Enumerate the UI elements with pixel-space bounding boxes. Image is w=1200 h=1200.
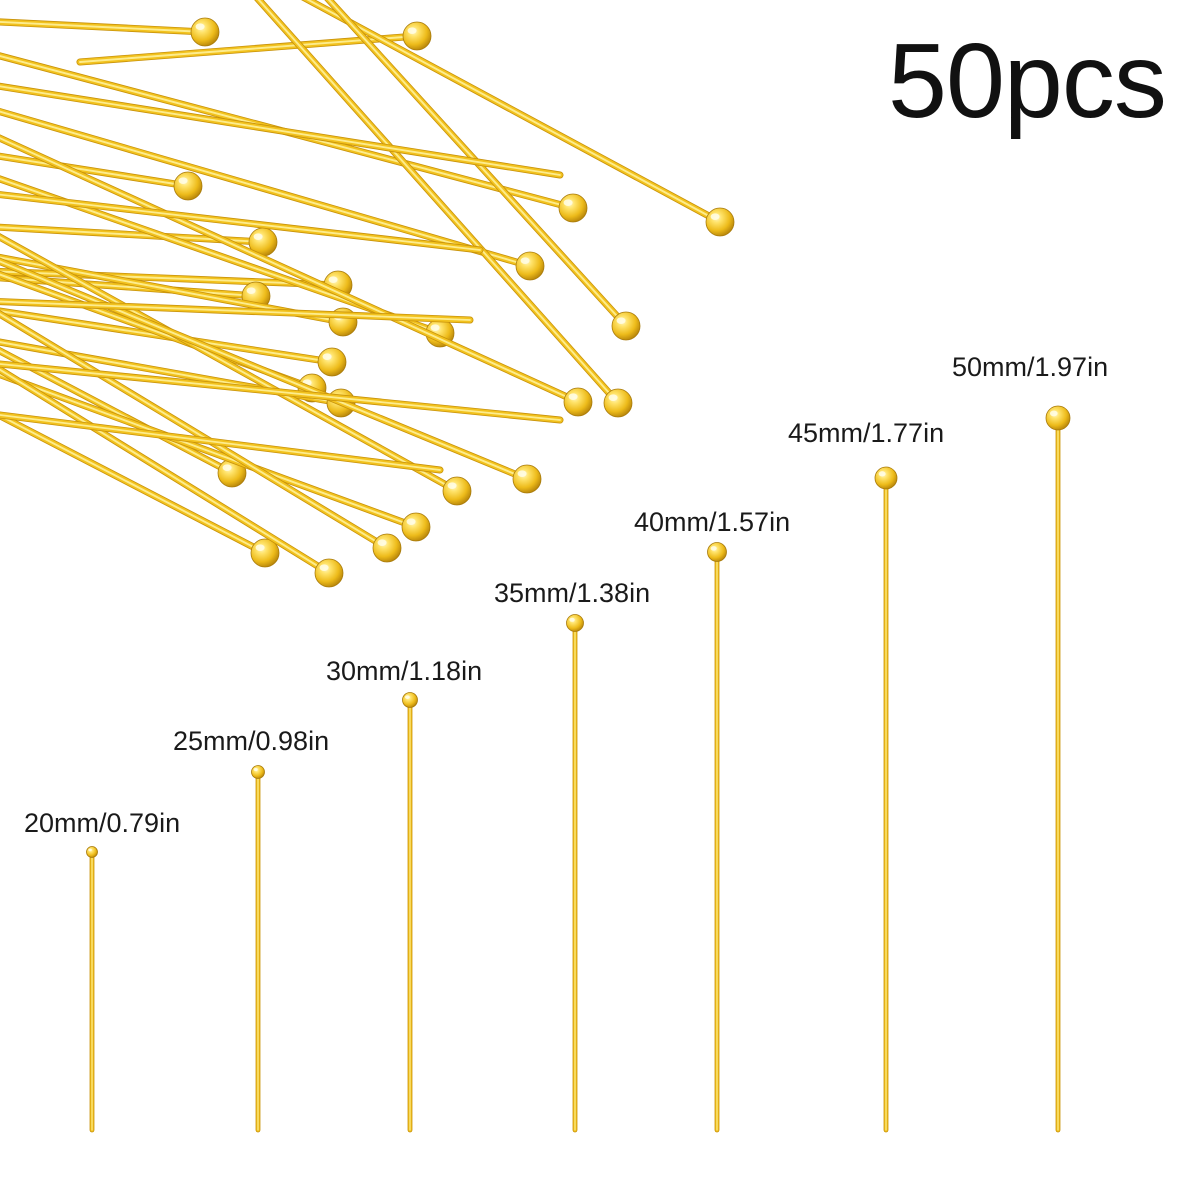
head-pin-20mm — [86, 846, 98, 1133]
size-label-30mm: 30mm/1.18in — [326, 656, 483, 686]
head-pin-45mm — [874, 466, 898, 1133]
pile-pin-shaft — [0, 82, 564, 179]
head-pin-pile — [0, 0, 735, 588]
pile-pin — [0, 347, 247, 488]
pile-pin — [76, 21, 432, 66]
pile-pin — [0, 223, 278, 257]
head-pin-25mm — [251, 765, 265, 1133]
pile-pin — [0, 107, 545, 281]
size-label-40mm: 40mm/1.57in — [634, 507, 791, 537]
head-pin-35mm — [566, 614, 584, 1133]
size-label-35mm: 35mm/1.38in — [494, 578, 651, 608]
pile-pin — [0, 307, 347, 377]
size-label-50mm: 50mm/1.97in — [952, 352, 1109, 382]
pile-pin-shaft — [0, 411, 444, 474]
size-label-20mm: 20mm/0.79in — [24, 808, 181, 838]
pile-pin-shaft — [0, 360, 564, 424]
head-pin-size-lineup — [86, 405, 1071, 1133]
pile-pin — [324, 0, 641, 341]
pile-pin — [0, 310, 402, 563]
pile-pin — [0, 233, 472, 506]
pile-pin — [0, 152, 203, 201]
pile-pin — [254, 0, 633, 418]
pile-pin — [0, 134, 593, 417]
head-pin-30mm — [402, 692, 418, 1133]
pile-pin — [0, 257, 542, 494]
pile-pin — [0, 17, 220, 47]
quantity-label: 50pcs — [888, 22, 1167, 140]
pile-pin-shaft — [0, 298, 474, 324]
size-label-25mm: 25mm/0.98in — [173, 726, 330, 756]
head-pin-40mm — [707, 542, 727, 1133]
head-pin-50mm — [1045, 405, 1071, 1133]
size-label-45mm: 45mm/1.77in — [788, 418, 945, 448]
pile-pin-shaft — [0, 191, 484, 254]
pile-pin — [0, 411, 280, 568]
pile-pin — [301, 0, 735, 237]
pile-pin — [0, 365, 344, 588]
